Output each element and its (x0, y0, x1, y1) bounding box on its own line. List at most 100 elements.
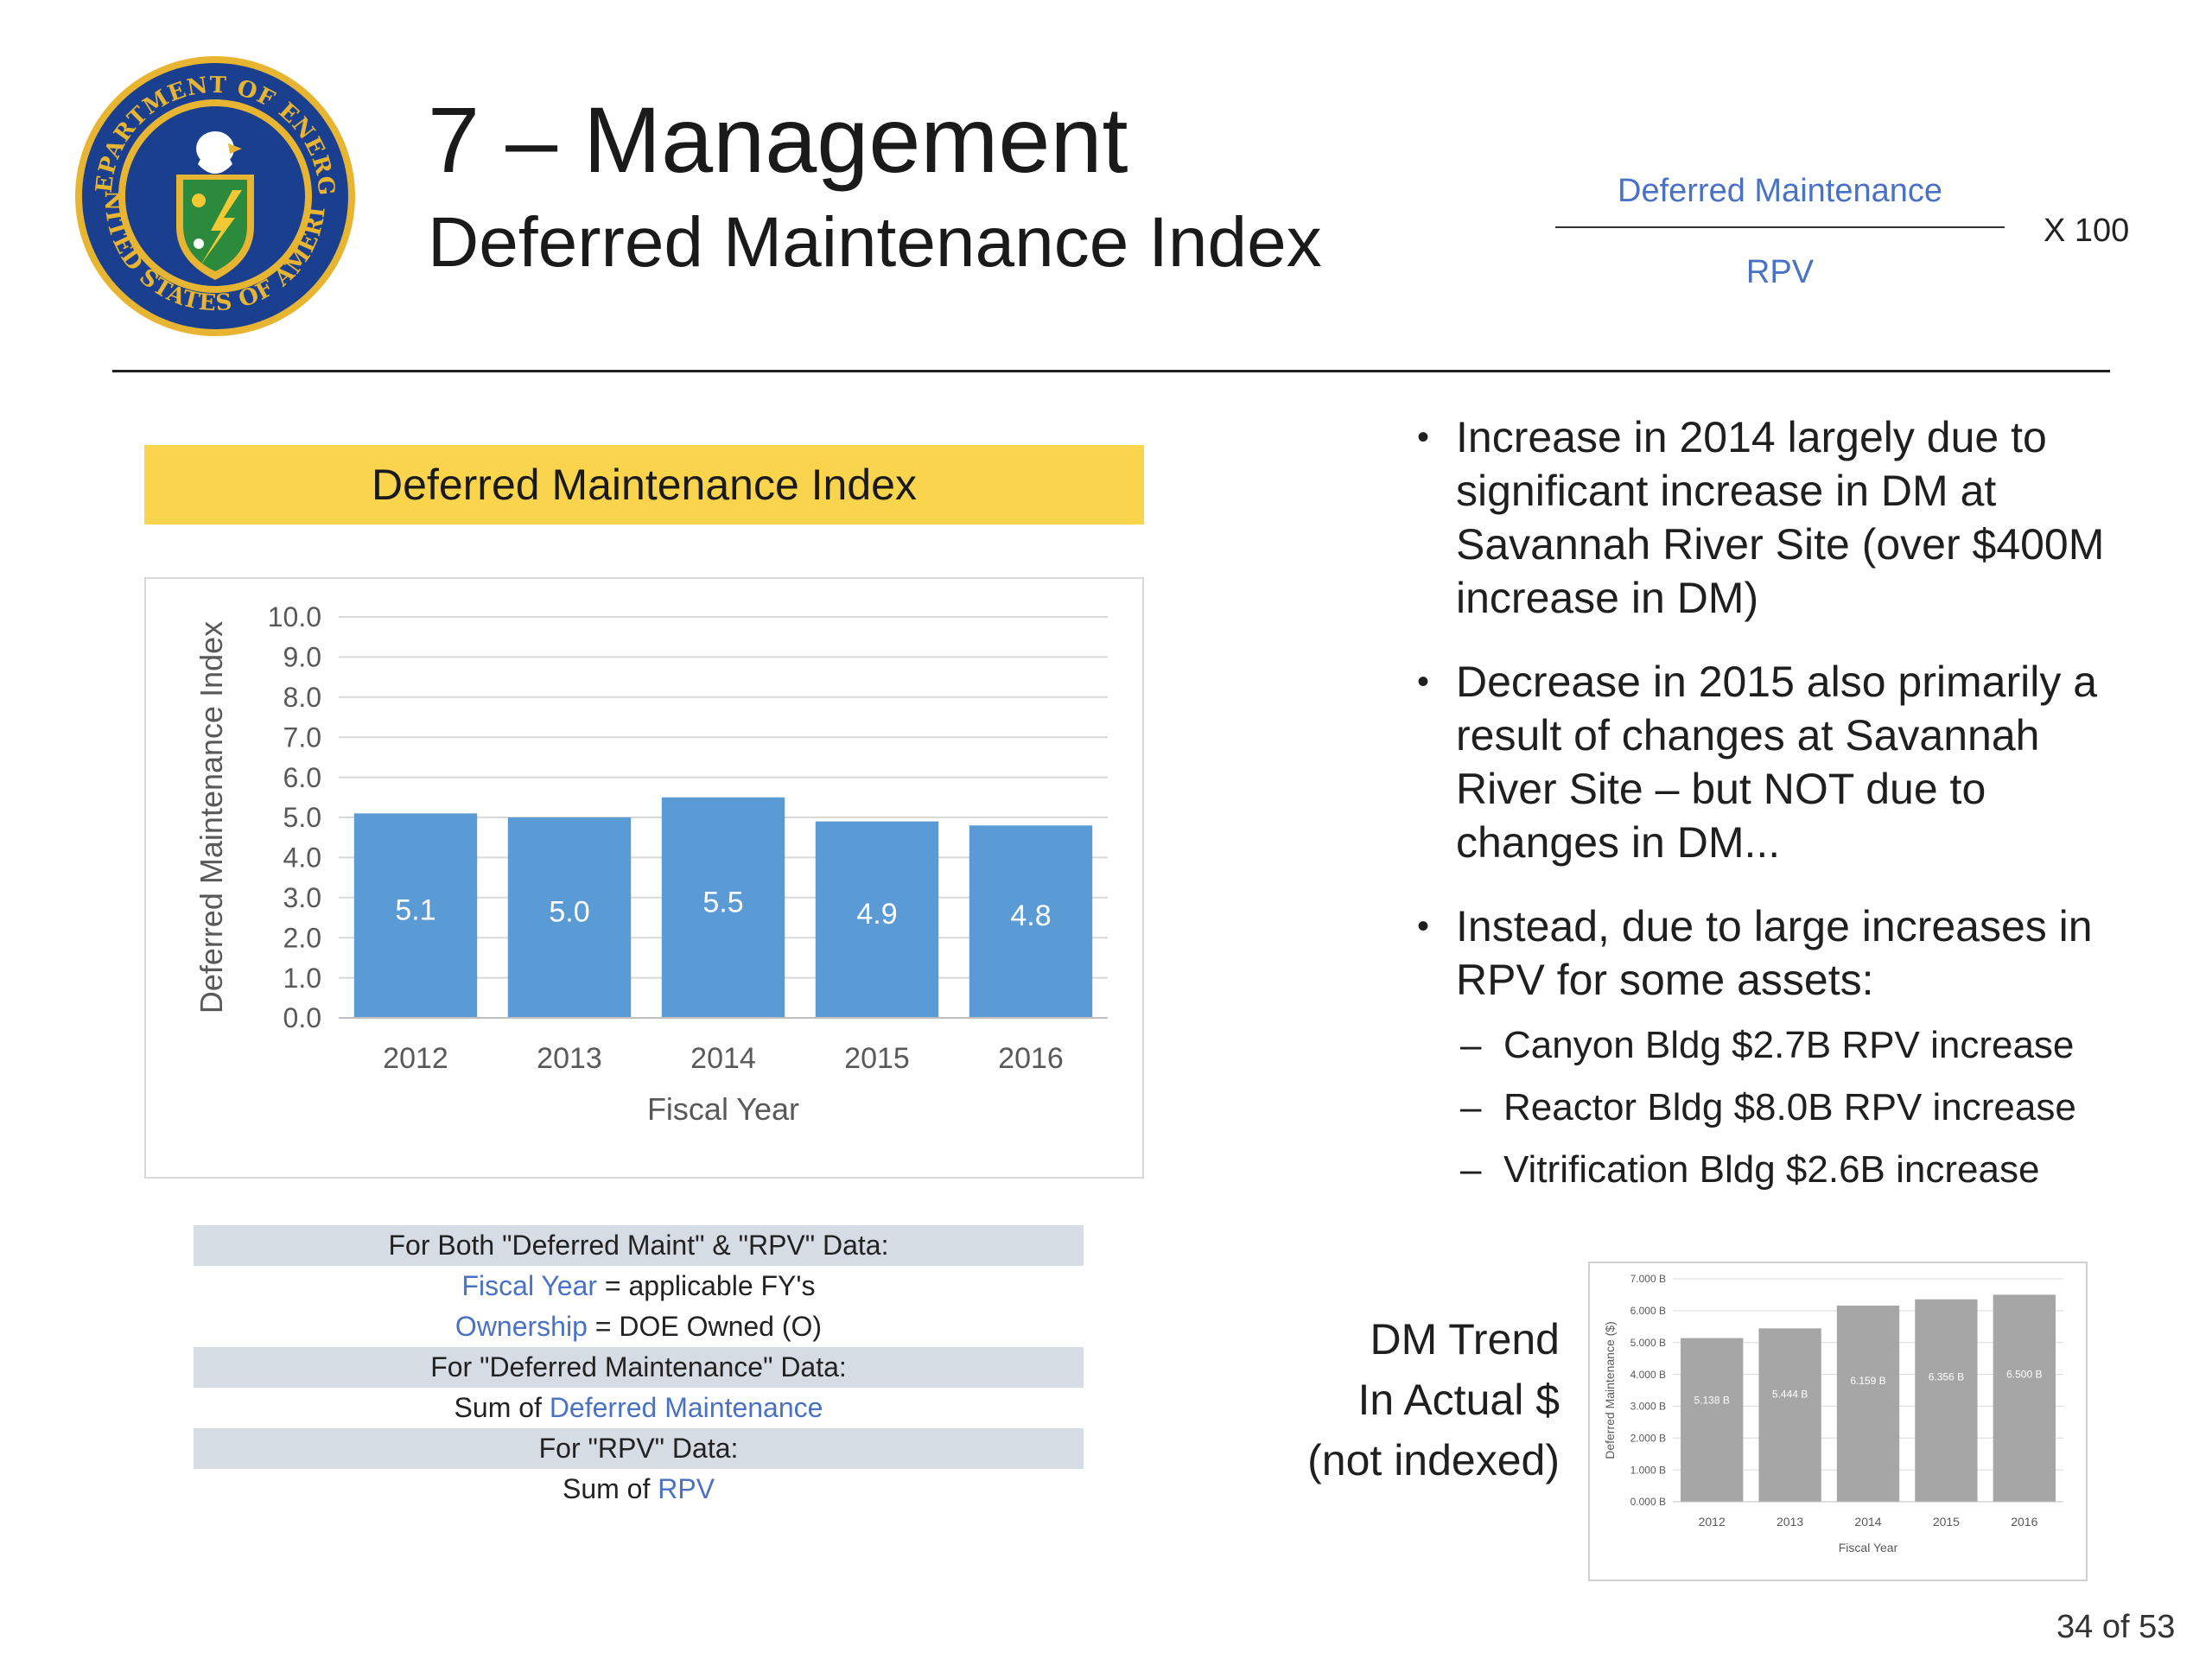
bar (815, 821, 939, 1018)
filter-heading: For "Deferred Maintenance" Data: (430, 1351, 847, 1382)
filter-heading: For Both "Deferred Maint" & "RPV" Data: (388, 1230, 889, 1261)
x-tick-label: 2014 (690, 1042, 756, 1075)
filter-row: For Both "Deferred Maint" & "RPV" Data: (194, 1225, 1084, 1266)
y-tick-label: 8.0 (283, 682, 321, 713)
y-tick-label: 3.0 (283, 882, 321, 913)
y-tick-label: 4.000 B (1630, 1369, 1666, 1381)
y-tick-label: 1.0 (283, 963, 321, 994)
y-tick-label: 0.0 (283, 1002, 321, 1033)
filter-row: For "Deferred Maintenance" Data: (194, 1347, 1084, 1388)
ownership-field-link[interactable]: Ownership (454, 1311, 588, 1342)
y-tick-label: 5.000 B (1630, 1337, 1666, 1349)
filter-condition: = applicable FY's (597, 1270, 816, 1301)
sub-bullet-item: – Vitrification Bldg $2.6B increase (1460, 1147, 2039, 1192)
x-tick-label: 2015 (1933, 1515, 1960, 1529)
bar-data-label: 5.5 (702, 887, 743, 919)
sub-bullet-item: – Canyon Bldg $2.7B RPV increase (1460, 1023, 2074, 1068)
dm-trend-frame (1588, 1262, 2088, 1581)
filter-condition: = DOE Owned (O) (587, 1311, 823, 1342)
bullet-dot: • (1417, 907, 1430, 945)
header-divider (112, 370, 2110, 372)
bar (507, 817, 632, 1018)
y-tick-label: 2.0 (283, 922, 321, 953)
dm-trend-label-line: DM Trend (1370, 1315, 1560, 1363)
rpv-field-link[interactable]: RPV (658, 1473, 715, 1504)
y-tick-label: 6.000 B (1630, 1305, 1666, 1317)
y-tick-label: 3.000 B (1630, 1401, 1666, 1413)
sub-bullet-dash: – (1460, 1086, 1482, 1128)
page-number: 34 of 53 (2056, 1609, 2176, 1645)
formula-numerator: Deferred Maintenance (1618, 173, 1942, 209)
bar-data-label: 5.444 B (1772, 1389, 1808, 1401)
bullet-text: Decrease in 2015 also primarily a result… (1456, 658, 2098, 867)
bar (1915, 1299, 1978, 1502)
filter-row: Sum of RPV (194, 1469, 1084, 1510)
bar-data-label: 5.138 B (1694, 1394, 1730, 1406)
page-subtitle: Deferred Maintenance Index (428, 203, 1322, 282)
filter-row: Sum of Deferred Maintenance (194, 1388, 1084, 1428)
fiscal-year-field-link[interactable]: Fiscal Year (461, 1270, 598, 1301)
x-axis-title: Fiscal Year (647, 1091, 799, 1127)
data-filter-table: For Both "Deferred Maint" & "RPV" Data: … (194, 1225, 1084, 1510)
chart-frame (144, 577, 1144, 1179)
bar-data-label: 4.8 (1010, 899, 1051, 932)
formula-fraction-bar (1555, 226, 2005, 228)
y-tick-label: 7.000 B (1630, 1273, 1666, 1285)
doe-seal-logo: DEPARTMENT OF ENERGY UNITED STATES OF AM… (73, 54, 355, 336)
y-tick-label: 5.0 (283, 802, 321, 833)
dm-trend-label: DM Trend In Actual $ (not indexed) (1279, 1309, 1560, 1491)
bar (661, 797, 785, 1018)
dmi-bar-chart: 0.0 1.0 2.0 3.0 4.0 5.0 6.0 7.0 8.0 9.0 10.0 5.1 201… (194, 601, 1108, 1127)
sub-bullet-text: Reactor Bldg $8.0B RPV increase (1503, 1086, 2076, 1128)
sub-bullet-text: Vitrification Bldg $2.6B increase (1503, 1148, 2040, 1191)
bar (1681, 1338, 1744, 1502)
x-tick-label: 2016 (2011, 1515, 2037, 1529)
sub-bullet-text: Canyon Bldg $2.7B RPV increase (1503, 1024, 2075, 1066)
filter-row: Fiscal Year = applicable FY's (194, 1266, 1084, 1306)
x-axis-title: Fiscal Year (1839, 1541, 1898, 1554)
bar (1758, 1328, 1821, 1502)
filter-row: Ownership = DOE Owned (O) (194, 1306, 1084, 1347)
y-tick-label: 4.0 (283, 842, 321, 874)
filter-row: For "RPV" Data: (194, 1428, 1084, 1469)
sub-bullet-dash: – (1460, 1148, 1482, 1191)
bullet-text: Instead, due to large increases in RPV f… (1456, 902, 2093, 1004)
filter-prefix: Sum of (454, 1392, 550, 1423)
bar-data-label: 6.500 B (2006, 1368, 2042, 1380)
y-tick-label: 7.0 (283, 721, 321, 753)
bullet-dot: • (1417, 418, 1430, 456)
deferred-maintenance-field-link[interactable]: Deferred Maintenance (549, 1392, 823, 1423)
filter-prefix: Sum of (562, 1473, 658, 1504)
bullet-text: Increase in 2014 largely due to signific… (1456, 413, 2105, 622)
dm-trend-bar-chart: 0.000 B 1.000 B 2.000 B 3.000 B 4.000 B 5.000… (1603, 1273, 2063, 1554)
sub-bullet-dash: – (1460, 1024, 1482, 1066)
bar (353, 813, 478, 1018)
x-tick-label: 2012 (1699, 1515, 1726, 1529)
x-tick-label: 2016 (998, 1042, 1064, 1075)
dm-trend-label-line: (not indexed) (1307, 1436, 1560, 1484)
x-tick-label: 2013 (537, 1042, 602, 1075)
x-tick-label: 2012 (383, 1042, 448, 1075)
bullet-dot: • (1417, 663, 1430, 701)
x-tick-label: 2013 (1777, 1515, 1803, 1529)
y-tick-label: 6.0 (283, 762, 321, 793)
bar-data-label: 4.9 (856, 898, 897, 931)
y-axis-title: Deferred Maintenance Index (194, 621, 229, 1014)
bar (1993, 1294, 2056, 1502)
formula-denominator: RPV (1745, 254, 1815, 290)
bar (969, 825, 1093, 1018)
bar-data-label: 6.159 B (1850, 1375, 1885, 1387)
sub-bullet-item: – Reactor Bldg $8.0B RPV increase (1460, 1085, 2076, 1130)
y-tick-label: 2.000 B (1630, 1432, 1666, 1444)
y-tick-label: 0.000 B (1630, 1496, 1666, 1508)
x-tick-label: 2014 (1854, 1515, 1881, 1529)
bar (1836, 1305, 1900, 1502)
page-title: 7 – Management (428, 87, 1128, 192)
y-tick-label: 10.0 (268, 601, 321, 632)
y-tick-label: 9.0 (283, 642, 321, 673)
x-tick-label: 2015 (844, 1042, 910, 1075)
bar-data-label: 5.0 (549, 896, 589, 929)
bar-data-label: 5.1 (395, 893, 435, 926)
y-axis-title: Deferred Maintenance ($) (1603, 1321, 1617, 1459)
dm-trend-label-line: In Actual $ (1357, 1376, 1560, 1424)
